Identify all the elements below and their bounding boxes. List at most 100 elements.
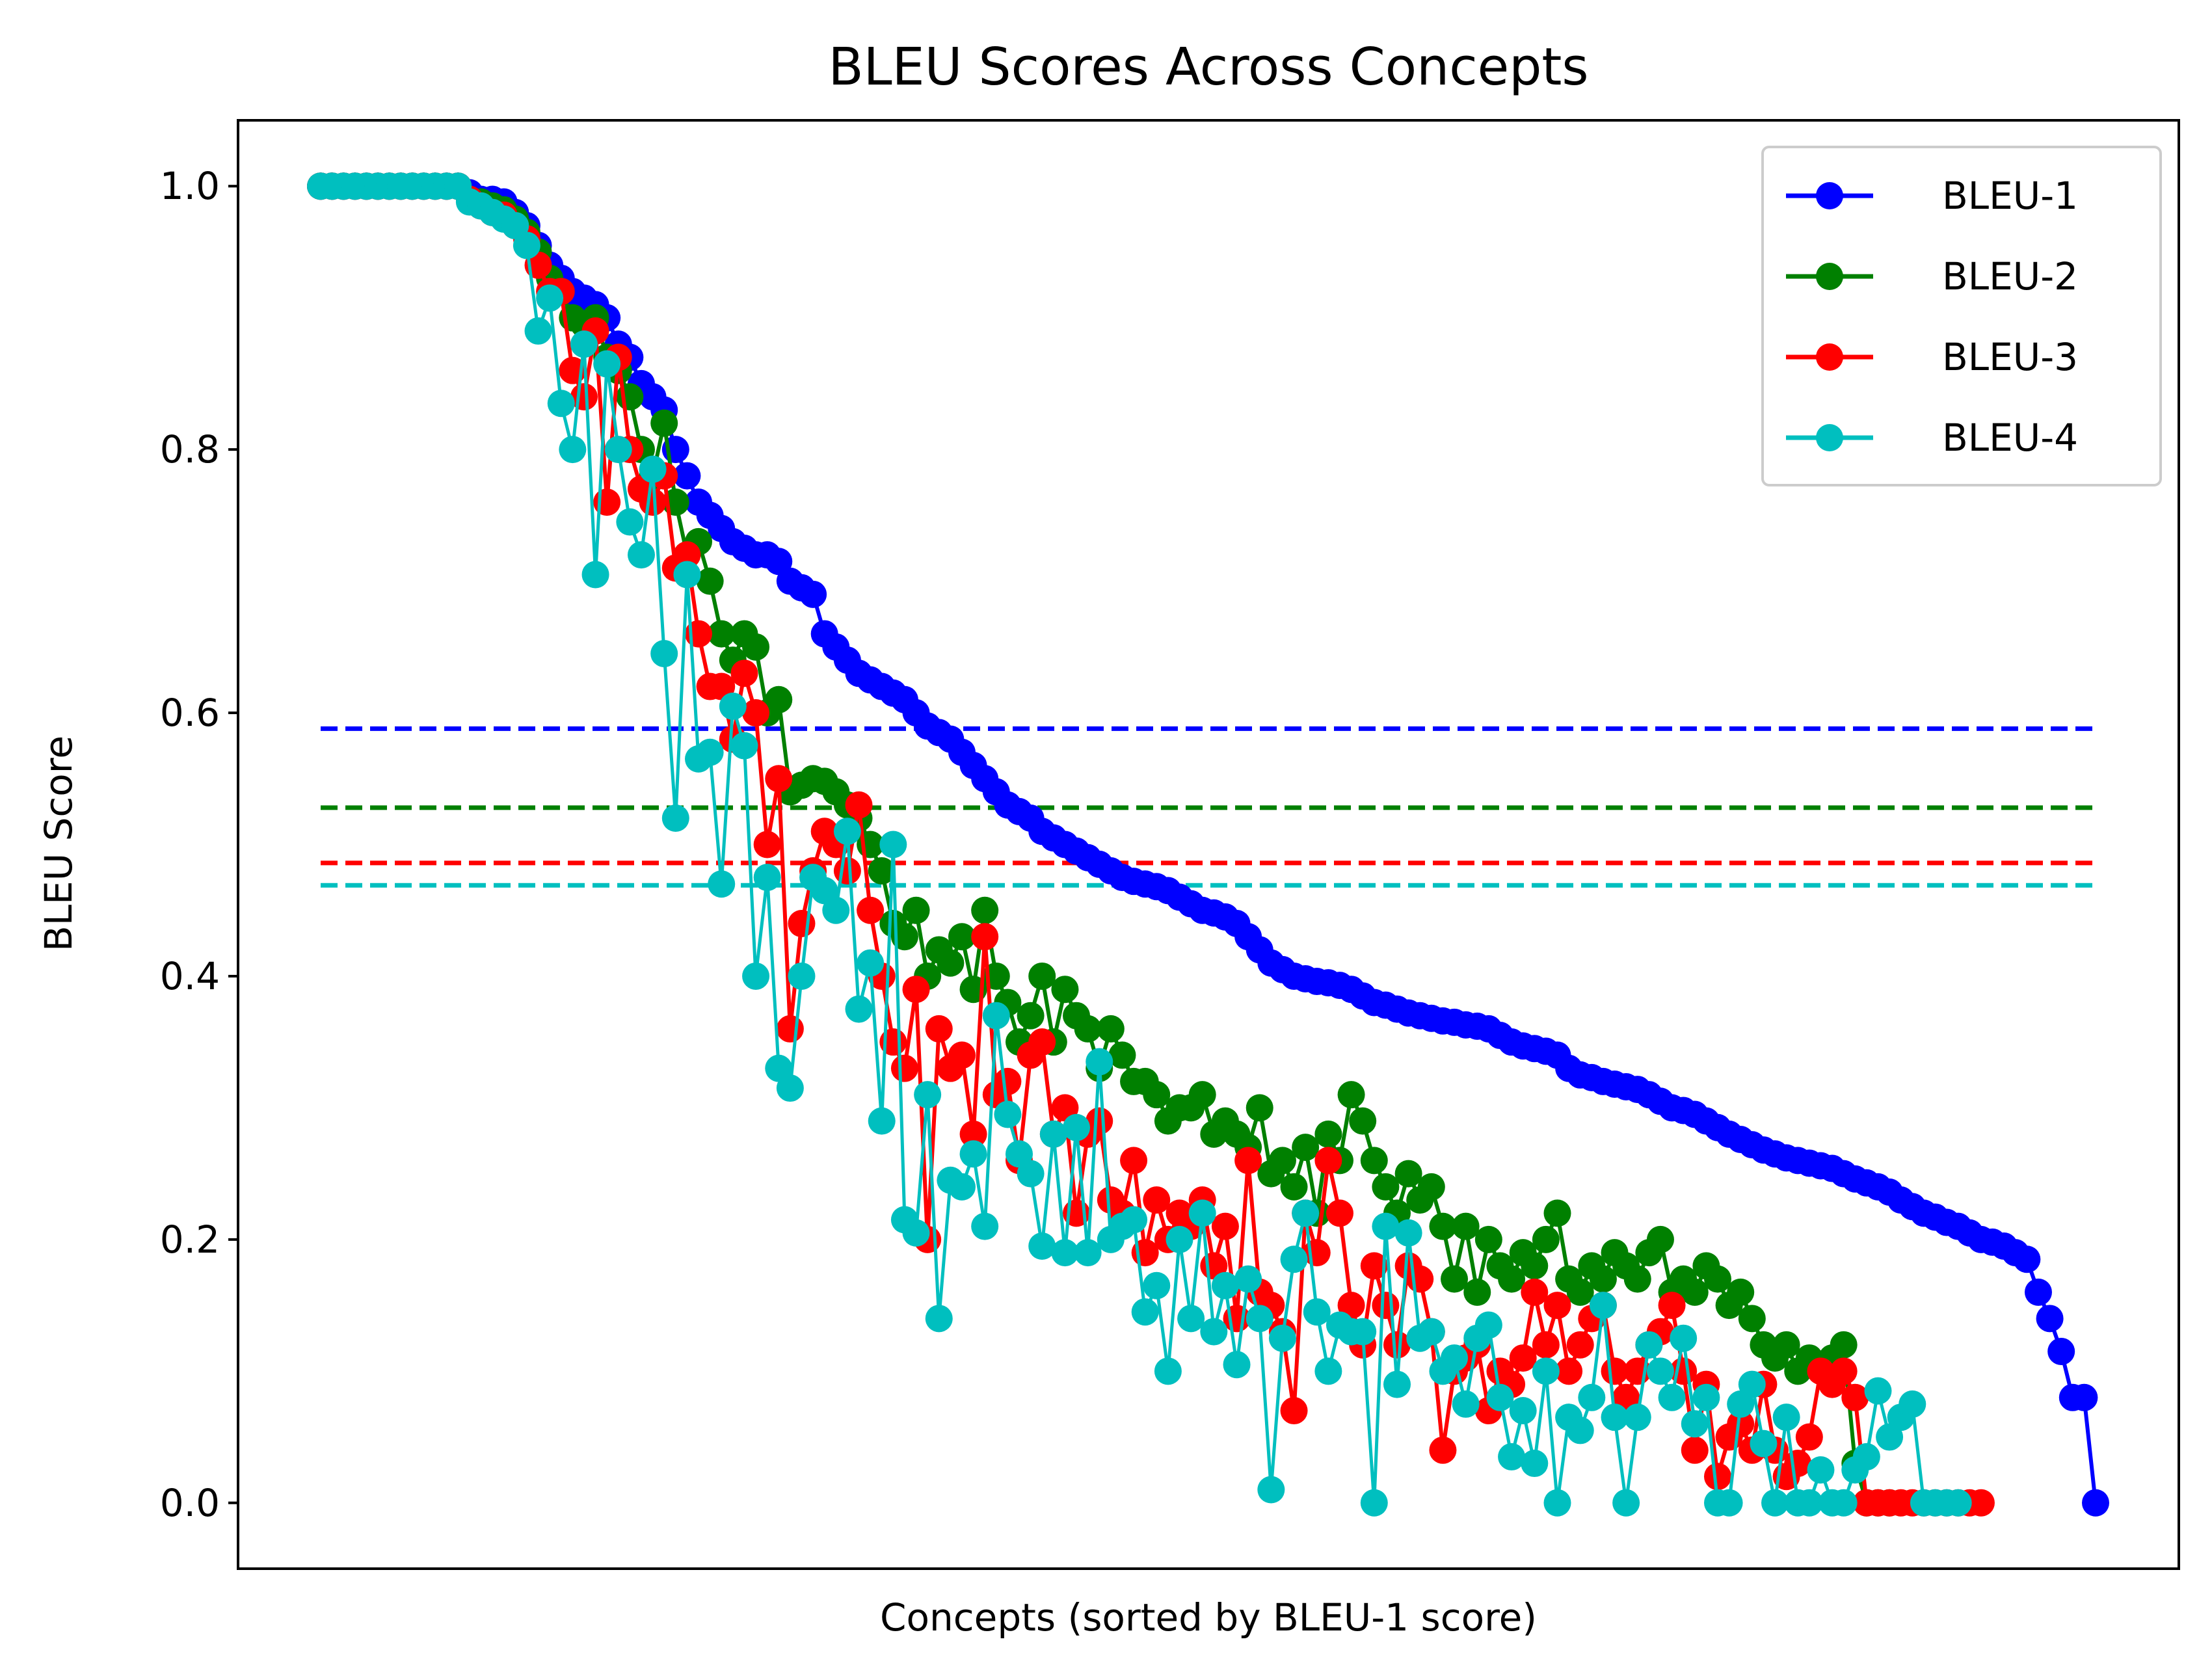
data-point: [1223, 1351, 1251, 1379]
legend-label: BLEU-2: [1942, 254, 2078, 299]
data-point: [1383, 1370, 1411, 1398]
data-point: [742, 962, 770, 990]
data-point: [1967, 1489, 1995, 1517]
data-point: [1474, 1311, 1502, 1339]
legend-item-3: BLEU-3: [1786, 335, 2078, 379]
y-tick-label: 0.2: [160, 1217, 220, 1262]
data-point: [1417, 1318, 1445, 1346]
data-point: [1635, 1331, 1663, 1359]
data-point: [1314, 1147, 1342, 1175]
data-point: [765, 685, 793, 713]
data-point: [1063, 1113, 1091, 1141]
data-point: [1211, 1212, 1239, 1240]
data-point: [1772, 1403, 1800, 1431]
data-point: [1383, 1331, 1411, 1359]
data-point: [501, 211, 529, 239]
data-point: [788, 962, 816, 990]
data-point: [1532, 1331, 1560, 1359]
data-point: [1268, 1324, 1296, 1352]
data-point: [1830, 1357, 1858, 1385]
data-point: [1830, 1489, 1858, 1517]
data-point: [1372, 1173, 1400, 1201]
y-tick-label: 0.6: [160, 691, 220, 735]
data-point: [1521, 1450, 1549, 1478]
data-point: [1670, 1324, 1698, 1352]
data-point: [1314, 1357, 1342, 1385]
data-point: [868, 1107, 896, 1135]
data-point: [765, 765, 793, 793]
chart-title: BLEU Scores Across Concepts: [828, 37, 1588, 97]
data-point: [1246, 1094, 1273, 1122]
data-point: [1246, 1305, 1273, 1333]
data-point: [1646, 1357, 1674, 1385]
data-point: [1211, 1271, 1239, 1299]
data-point: [902, 976, 930, 1004]
data-point: [845, 995, 873, 1023]
data-point: [1441, 1265, 1469, 1293]
data-point: [1474, 1225, 1502, 1253]
data-point: [1372, 1212, 1400, 1240]
data-point: [1177, 1305, 1205, 1333]
data-point: [1509, 1397, 1537, 1425]
legend-box: [1761, 146, 2162, 486]
plot-area: [307, 172, 2109, 1517]
data-point: [868, 857, 896, 885]
data-point: [994, 1067, 1022, 1095]
data-point: [857, 896, 885, 924]
data-point: [524, 317, 552, 345]
data-point: [1326, 1199, 1353, 1227]
data-point: [559, 436, 587, 464]
data-point: [1715, 1489, 1743, 1517]
data-point: [536, 284, 564, 312]
data-point: [1051, 1094, 1079, 1122]
data-point: [1200, 1318, 1228, 1346]
data-point: [616, 508, 644, 536]
data-point: [1028, 1028, 1056, 1056]
data-point: [1039, 1120, 1067, 1148]
data-point: [1303, 1298, 1331, 1326]
data-point: [1944, 1489, 1972, 1517]
data-point: [1154, 1357, 1182, 1385]
data-point: [1143, 1186, 1171, 1214]
data-point: [994, 1100, 1022, 1128]
data-point: [776, 1015, 804, 1043]
data-point: [971, 923, 999, 951]
data-point: [833, 818, 861, 845]
data-point: [1314, 1120, 1342, 1148]
data-point: [719, 692, 747, 720]
data-point: [1612, 1383, 1640, 1411]
data-point: [593, 350, 621, 378]
y-tick-label: 0.8: [160, 427, 220, 472]
data-point: [1441, 1344, 1469, 1372]
data-point: [1738, 1305, 1766, 1333]
data-point: [948, 1173, 976, 1201]
data-point: [730, 732, 758, 760]
data-point: [673, 541, 701, 569]
legend: BLEU-1 BLEU-2 BLEU-3 BLEU-4: [1761, 146, 2162, 486]
data-point: [1543, 1292, 1571, 1320]
legend-item-2: BLEU-2: [1786, 254, 2078, 299]
data-point: [2024, 1278, 2052, 1306]
data-point: [1360, 1489, 1388, 1517]
data-point: [1463, 1278, 1491, 1306]
data-point: [708, 870, 736, 898]
data-point: [639, 455, 667, 483]
data-point: [1108, 1041, 1136, 1069]
data-point: [1257, 1476, 1285, 1504]
data-point: [1360, 1252, 1388, 1280]
data-point: [1876, 1423, 1904, 1451]
data-point: [1761, 1489, 1789, 1517]
data-point: [1566, 1331, 1594, 1359]
data-point: [753, 864, 781, 892]
data-point: [1131, 1298, 1159, 1326]
data-point: [890, 1054, 918, 1082]
legend-label: BLEU-1: [1942, 174, 2078, 218]
data-point: [1268, 1147, 1296, 1175]
data-point: [1051, 976, 1079, 1004]
data-point: [1532, 1225, 1560, 1253]
data-point: [1589, 1292, 1617, 1320]
data-point: [959, 1140, 987, 1168]
data-point: [1646, 1225, 1674, 1253]
data-point: [1498, 1265, 1526, 1293]
y-tick-label: 0.0: [160, 1481, 220, 1525]
